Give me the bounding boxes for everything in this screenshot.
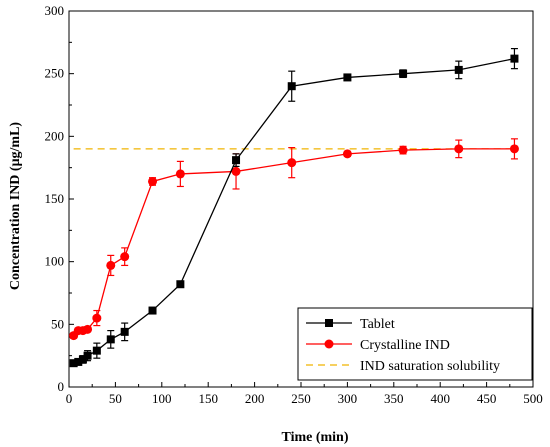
- legend: Tablet Crystalline IND IND saturation solu…: [297, 307, 533, 381]
- legend-label: IND saturation solubility: [360, 359, 500, 374]
- x-axis-title: Time (min): [281, 430, 348, 445]
- x-tick-label: 450: [477, 391, 497, 406]
- data-point: [106, 260, 116, 270]
- x-tick-label: 200: [245, 391, 265, 406]
- x-tick-label: 0: [66, 391, 73, 406]
- legend-label: Tablet: [360, 317, 395, 332]
- data-point: [232, 156, 241, 165]
- series-layer: [69, 47, 519, 368]
- data-point: [83, 351, 92, 360]
- x-tick-label: 400: [430, 391, 450, 406]
- y-tick-label: 50: [51, 316, 64, 331]
- series-crystalline-ind: [69, 138, 519, 341]
- x-tick-label: 250: [291, 391, 311, 406]
- data-point: [398, 145, 408, 155]
- legend-item: Tablet: [306, 317, 395, 332]
- data-point: [148, 306, 157, 315]
- data-point: [231, 166, 241, 176]
- x-tick-label: 100: [152, 391, 172, 406]
- data-point: [176, 280, 185, 289]
- data-point: [342, 149, 352, 159]
- x-tick-label: 50: [109, 391, 122, 406]
- data-point: [83, 324, 93, 334]
- data-point: [92, 346, 101, 355]
- data-point: [287, 158, 297, 168]
- data-point: [287, 82, 296, 91]
- data-point: [69, 359, 78, 368]
- data-point: [510, 54, 519, 63]
- legend-marker: [324, 339, 334, 349]
- data-point: [120, 252, 130, 262]
- data-point: [74, 357, 83, 366]
- data-point: [399, 69, 408, 78]
- y-tick-label: 300: [45, 3, 65, 18]
- x-axis-ticks: 0 50 100 150 200 250 300 350 400 450 500: [66, 382, 543, 406]
- y-tick-label: 250: [45, 66, 65, 81]
- data-point: [120, 327, 129, 336]
- data-point: [92, 313, 102, 323]
- x-tick-label: 150: [198, 391, 218, 406]
- x-tick-label: 500: [523, 391, 543, 406]
- y-axis-ticks: 0 50 100 150 200 250 300: [45, 3, 74, 394]
- data-point: [343, 73, 352, 82]
- data-point: [148, 176, 158, 186]
- data-point: [454, 144, 464, 154]
- data-point: [454, 65, 463, 74]
- y-tick-label: 100: [45, 254, 65, 269]
- legend-label: Crystalline IND: [360, 338, 450, 353]
- legend-item: Crystalline IND: [306, 338, 450, 353]
- x-tick-label: 300: [338, 391, 358, 406]
- legend-marker: [325, 319, 333, 327]
- y-axis-title: Concentration IND (μg/mL): [8, 122, 23, 290]
- x-tick-label: 350: [384, 391, 404, 406]
- y-tick-label: 150: [45, 191, 65, 206]
- series-tablet: [69, 47, 519, 368]
- data-point: [509, 144, 519, 154]
- legend-item: IND saturation solubility: [306, 359, 500, 374]
- data-point: [175, 169, 185, 179]
- y-tick-label: 0: [58, 379, 65, 394]
- y-tick-label: 200: [45, 128, 65, 143]
- data-point: [106, 335, 115, 344]
- data-point: [78, 355, 87, 364]
